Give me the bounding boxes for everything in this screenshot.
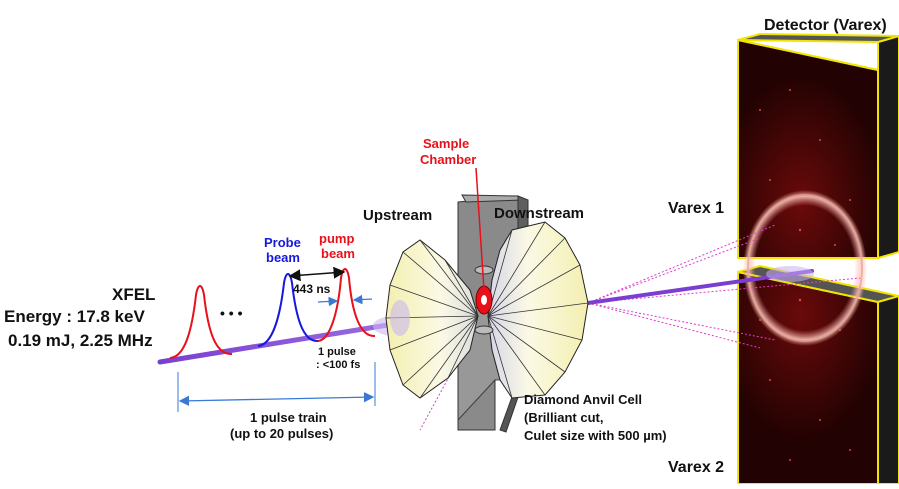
diffraction-ring-outline <box>747 194 863 342</box>
sample-chamber-label-1: Sample <box>423 136 469 151</box>
train-arrow <box>178 391 375 407</box>
detector-1-top <box>737 32 899 44</box>
dac-label-1: Diamond Anvil Cell <box>524 392 642 407</box>
upstream-diamond <box>385 239 480 399</box>
pulse-duration-label-2: : <100 fs <box>316 359 360 371</box>
probe-label-2: beam <box>266 250 300 265</box>
power-label: 0.19 mJ, 2.25 MHz <box>8 331 153 350</box>
varex-2-label: Varex 2 <box>668 459 724 476</box>
pulse-duration-label-1: 1 pulse <box>318 346 356 358</box>
spacing-label: 443 ns <box>293 282 331 296</box>
sample-chamber-label-2: Chamber <box>420 152 476 167</box>
pump-label-1: pump <box>319 231 354 246</box>
train-label-1: 1 pulse train <box>250 410 327 425</box>
upstream-label: Upstream <box>363 207 432 224</box>
downstream-label: Downstream <box>494 205 584 222</box>
probe-pulse <box>257 273 319 347</box>
ellipsis-dots: • • • <box>220 305 243 321</box>
train-label-2: (up to 20 pulses) <box>230 426 333 441</box>
sample-chamber <box>474 167 494 335</box>
xfel-label: XFEL <box>112 285 155 304</box>
detector-1-side <box>877 34 899 260</box>
dac-label-2: (Brilliant cut, <box>524 410 603 425</box>
downstream-diamond <box>486 221 589 399</box>
energy-label: Energy : 17.8 keV <box>4 307 145 326</box>
varex-1-label: Varex 1 <box>668 200 724 217</box>
pulse-width-arrow-right <box>352 294 373 305</box>
detector-title: Detector (Varex) <box>764 17 887 34</box>
detector-2-side <box>877 294 899 485</box>
dac-label-3: Culet size with 500 µm) <box>524 428 667 443</box>
pulse-1 <box>169 285 233 359</box>
pulse-width-arrow-left <box>317 296 339 307</box>
pump-label-2: beam <box>321 246 355 261</box>
sample-pointer-line <box>475 167 485 291</box>
probe-label-1: Probe <box>264 235 301 250</box>
spacing-arrow <box>288 266 346 282</box>
